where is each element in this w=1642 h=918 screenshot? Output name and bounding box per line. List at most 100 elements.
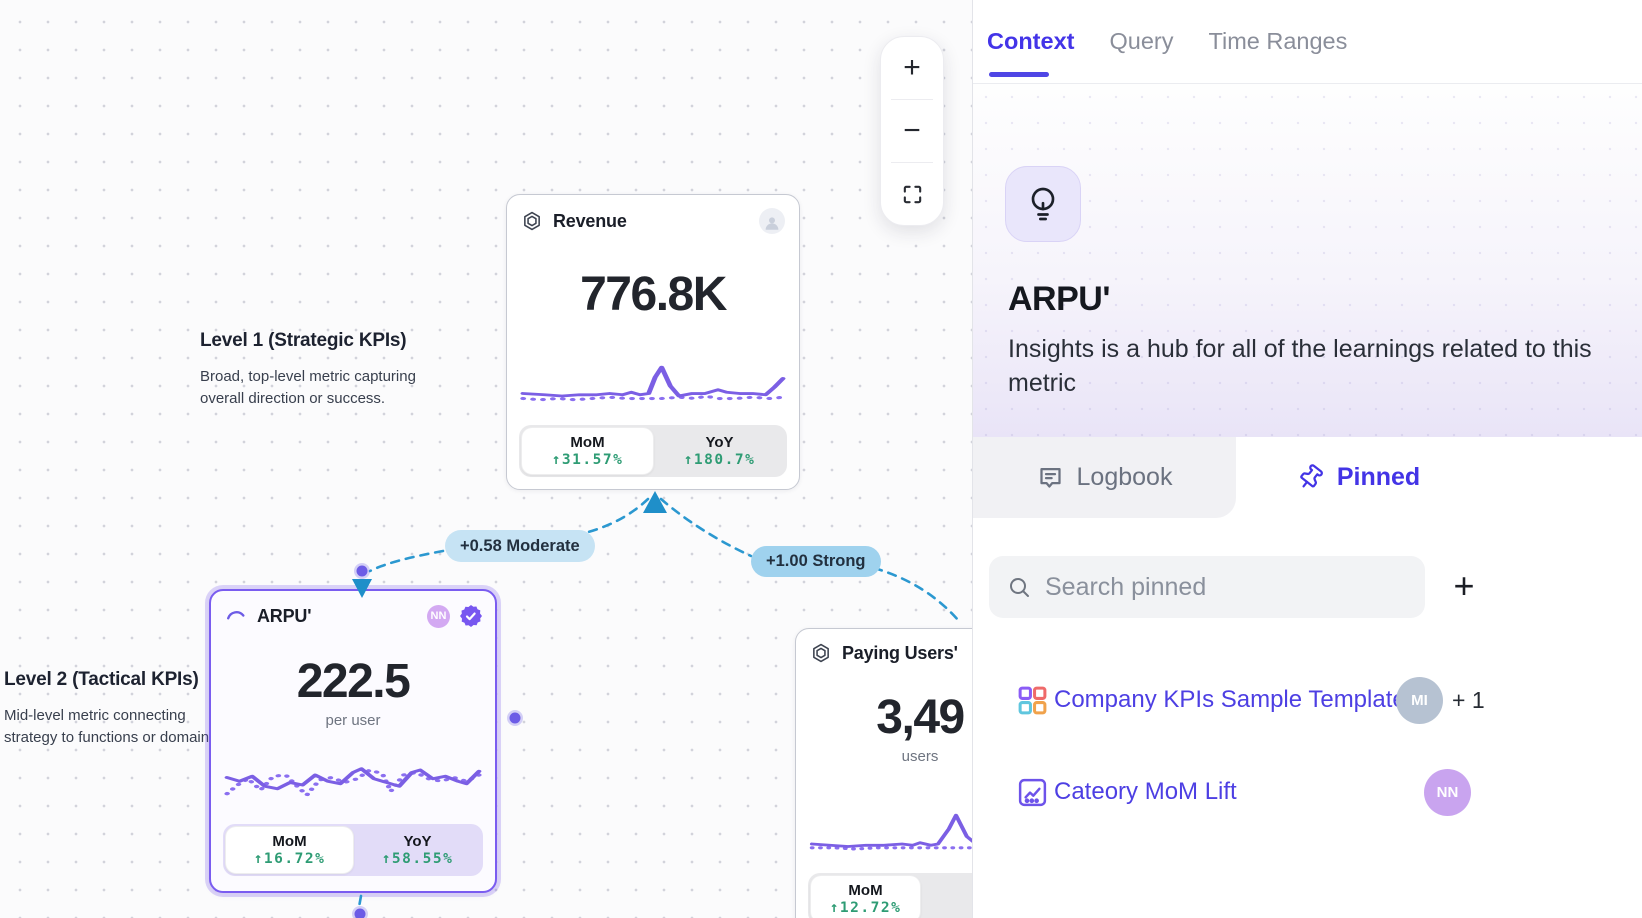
pinned-item-cateory-mom-lift[interactable]: Cateory MoM Lift NN bbox=[973, 766, 1642, 818]
subtab-pinned[interactable]: Pinned bbox=[1236, 437, 1481, 518]
subtab-label: Logbook bbox=[1076, 463, 1173, 491]
level-1-annotation: Level 1 (Strategic KPIs) Broad, top-leve… bbox=[200, 330, 416, 410]
avatar-mi: MI bbox=[1396, 676, 1443, 724]
fit-view-button[interactable] bbox=[881, 163, 943, 225]
canvas-zoom-toolbar: + − bbox=[880, 36, 944, 226]
metric-card-paying-users[interactable]: Paying Users' 3,49 users MoM ↑12.72% bbox=[795, 628, 972, 918]
stat-yoy[interactable]: YoY ↑180.7% bbox=[654, 427, 785, 475]
search-icon bbox=[1010, 578, 1029, 597]
metric-value: 222.5 bbox=[296, 655, 411, 708]
metric-unit: per user bbox=[325, 712, 381, 729]
edge-handle-dot[interactable] bbox=[507, 710, 523, 726]
toolbar-divider bbox=[891, 99, 933, 100]
level-2-description-line1: Mid-level metric connecting bbox=[4, 707, 186, 724]
stat-yoy[interactable]: YoY ↑58.55% bbox=[354, 826, 481, 874]
sparkline-chart bbox=[520, 365, 786, 402]
card-title: ARPU' bbox=[257, 605, 312, 626]
subtab-logbook[interactable]: Logbook bbox=[973, 437, 1236, 518]
metric-title: ARPU' bbox=[1008, 280, 1110, 318]
correlation-badge-moderate[interactable]: +0.58 Moderate bbox=[445, 530, 595, 562]
zoom-in-button[interactable]: + bbox=[903, 51, 921, 84]
search-pinned-input[interactable] bbox=[1045, 572, 1407, 602]
stats-toggle: MoM ↑16.72% YoY ↑58.55% bbox=[223, 824, 483, 876]
pushpin-icon bbox=[1300, 464, 1323, 488]
edge-revenue-paying-segment bbox=[872, 566, 960, 622]
stat-label: YoY bbox=[403, 833, 432, 850]
sparkline bbox=[211, 760, 495, 810]
sparkline-chart bbox=[224, 767, 482, 799]
toolbar-divider bbox=[891, 162, 933, 163]
level-2-title: Level 2 (Tactical KPIs) bbox=[4, 669, 199, 690]
level-2-description-line2: strategy to functions or domains. bbox=[4, 729, 221, 746]
arrowhead-into-revenue bbox=[643, 491, 667, 513]
person-icon bbox=[765, 216, 779, 230]
pinned-item-label[interactable]: Cateory MoM Lift bbox=[1054, 778, 1237, 805]
tab-context[interactable]: Context bbox=[987, 0, 1074, 83]
metric-tree-canvas[interactable]: Level 1 (Strategic KPIs) Broad, top-leve… bbox=[0, 0, 972, 918]
stat-mom[interactable]: MoM ↑12.72% bbox=[810, 875, 921, 918]
arc-metric-icon bbox=[227, 611, 245, 620]
edge-handle-dot[interactable] bbox=[352, 906, 368, 918]
level-1-description-line2: overall direction or success. bbox=[200, 390, 386, 407]
card-header: Paying Users' bbox=[796, 629, 972, 664]
level-1-title: Level 1 (Strategic KPIs) bbox=[200, 330, 407, 351]
sparkline-chart bbox=[809, 813, 972, 851]
stat-label: MoM bbox=[570, 434, 605, 451]
stat-mom[interactable]: MoM ↑31.57% bbox=[521, 427, 654, 475]
fit-view-icon bbox=[903, 185, 921, 203]
extra-collaborators-count: + 1 bbox=[1452, 686, 1485, 713]
hexagon-metric-icon bbox=[813, 643, 829, 663]
edge-arpu-down-stub bbox=[357, 894, 363, 909]
card-title: Revenue bbox=[553, 210, 627, 231]
card-header: ARPU' NN bbox=[211, 591, 495, 628]
chart-icon bbox=[1018, 778, 1047, 806]
metric-value: 776.8K bbox=[580, 268, 727, 321]
verified-badge-icon bbox=[460, 605, 482, 627]
stat-label: YoY bbox=[705, 434, 734, 451]
stat-yoy[interactable] bbox=[921, 875, 972, 918]
stat-value: ↑12.72% bbox=[829, 900, 902, 916]
details-side-panel: Context Query Time Ranges ARPU' Insights… bbox=[972, 0, 1642, 918]
add-pinned-button[interactable]: + bbox=[1441, 560, 1487, 612]
sparkline bbox=[507, 361, 799, 411]
template-grid-icon bbox=[1018, 686, 1047, 714]
edge-revenue-arpu-segment bbox=[578, 497, 650, 536]
subtab-label: Pinned bbox=[1336, 463, 1421, 491]
metric-description: Insights is a hub for all of the learnin… bbox=[1008, 335, 1592, 397]
sparkline bbox=[796, 809, 972, 859]
pinned-item-label[interactable]: Company KPIs Sample Template bbox=[1054, 686, 1406, 713]
metric-card-arpu[interactable]: ARPU' NN 222.5 per user MoM ↑16.72% bbox=[209, 589, 497, 893]
stat-label: MoM bbox=[848, 882, 883, 899]
stat-mom[interactable]: MoM ↑16.72% bbox=[225, 826, 354, 874]
stat-value: ↑58.55% bbox=[381, 851, 454, 867]
level-2-annotation: Level 2 (Tactical KPIs) Mid-level metric… bbox=[4, 669, 221, 749]
stats-toggle: MoM ↑31.57% YoY ↑180.7% bbox=[519, 425, 787, 477]
lightbulb-icon bbox=[1031, 187, 1055, 221]
correlation-badge-label: +1.00 Strong bbox=[766, 552, 866, 570]
correlation-badge-label: +0.58 Moderate bbox=[460, 536, 580, 555]
card-title: Paying Users' bbox=[842, 642, 958, 663]
search-pinned-box bbox=[989, 556, 1425, 618]
active-tab-underline bbox=[989, 72, 1049, 77]
insight-icon-tile bbox=[1005, 166, 1081, 242]
stat-value: ↑16.72% bbox=[253, 851, 326, 867]
stats-toggle: MoM ↑12.72% bbox=[808, 873, 972, 918]
stat-label: MoM bbox=[272, 833, 307, 850]
edge-handle-dot[interactable] bbox=[354, 563, 370, 579]
pinned-item-company-kpis[interactable]: Company KPIs Sample Template MI + 1 bbox=[973, 674, 1642, 726]
level-1-description-line1: Broad, top-level metric capturing bbox=[200, 368, 416, 385]
hexagon-metric-icon bbox=[524, 211, 540, 231]
metric-value: 3,49 bbox=[876, 691, 965, 744]
correlation-badge-strong[interactable]: +1.00 Strong bbox=[751, 546, 881, 577]
edge-revenue-arpu-segment bbox=[368, 549, 445, 573]
edge-revenue-paying-segment bbox=[659, 497, 753, 558]
owner-avatar-icon bbox=[759, 208, 785, 234]
tab-query[interactable]: Query bbox=[1109, 0, 1173, 83]
metric-card-revenue[interactable]: Revenue 776.8K MoM ↑31.57% bbox=[506, 194, 800, 490]
zoom-out-button[interactable]: − bbox=[903, 114, 921, 147]
tab-label: Context bbox=[987, 28, 1075, 54]
collaborator-avatar: NN bbox=[427, 604, 450, 628]
metric-hero-section: ARPU' Insights is a hub for all of the l… bbox=[973, 84, 1642, 437]
tab-time-ranges[interactable]: Time Ranges bbox=[1208, 0, 1347, 83]
